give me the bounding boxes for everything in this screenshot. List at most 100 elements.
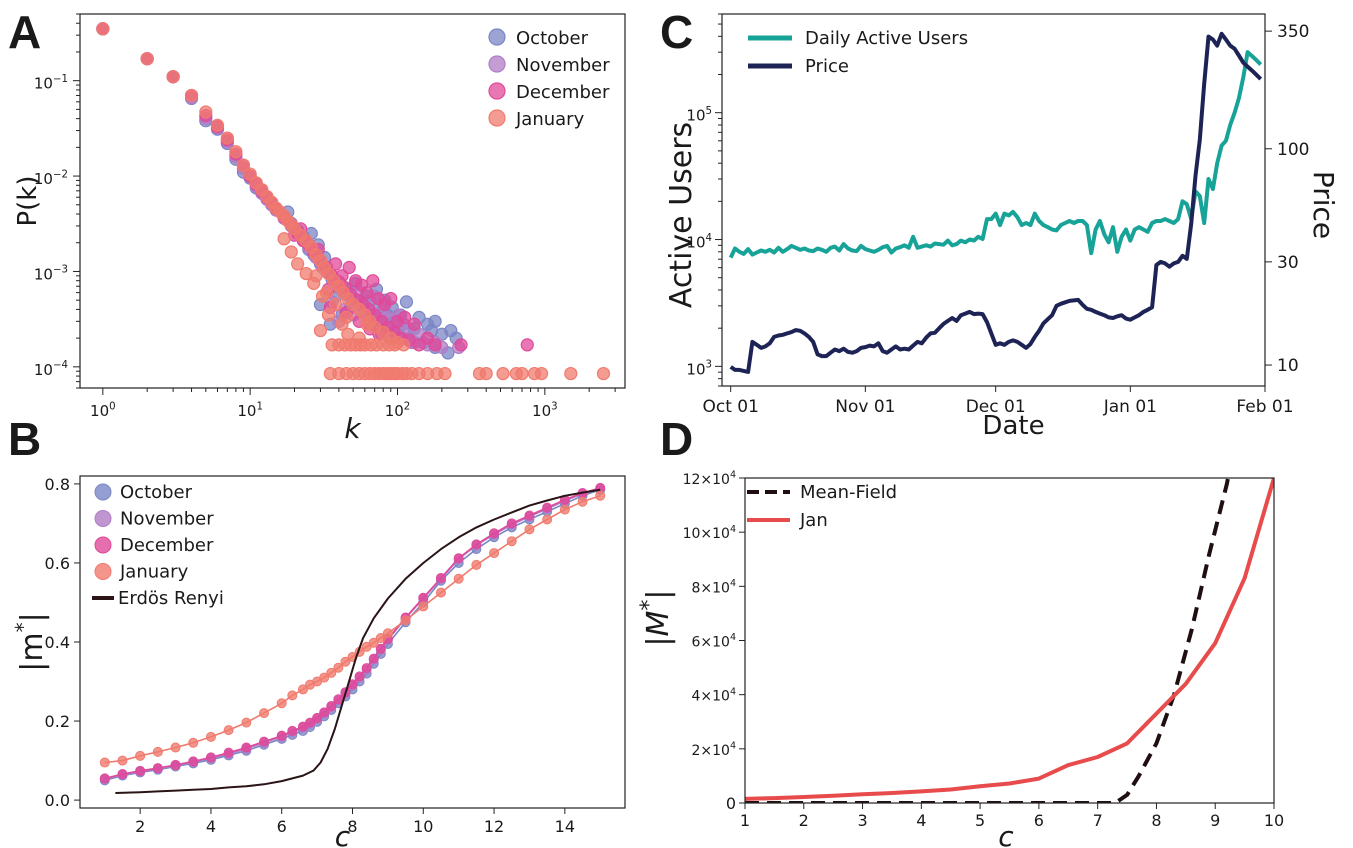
data-point: [479, 366, 493, 381]
y-tick-label: 0.8: [45, 475, 70, 494]
data-point: [453, 573, 464, 584]
y2-axis-label: Price: [1307, 171, 1340, 239]
data-point: [375, 633, 386, 644]
data-point: [354, 671, 365, 682]
data-point: [454, 338, 468, 352]
legend-marker: [94, 483, 112, 501]
data-point: [326, 667, 337, 678]
data-point: [152, 746, 163, 757]
y-axis-label: Active Users: [664, 122, 699, 308]
data-point: [524, 510, 535, 521]
data-point: [135, 750, 146, 761]
panel-c-users-and-price: Oct 01 Nov 01 Dec 01 Jan 01 Feb 01 103 104 105 1…: [664, 13, 1340, 441]
data-point: [312, 712, 323, 723]
y-tick-label: 12×104: [683, 470, 736, 488]
x-tick-label: Dec 01: [966, 397, 1026, 417]
data-point: [420, 331, 435, 345]
data-point: [309, 269, 323, 283]
panel-b-magnetization: 2 4 6 8 10 12 14 0.0 0.2 0.4 0.6 0.8 c |m*| October Nov…: [11, 475, 626, 848]
data-point: [418, 601, 429, 612]
data-point: [297, 684, 308, 695]
data-point: [352, 331, 366, 345]
y-tick-label: 4×104: [691, 686, 736, 704]
data-point: [435, 587, 446, 598]
y-tick-label: 0.0: [45, 791, 70, 810]
y-tick-label: 10−2: [34, 169, 68, 188]
y-tick-label: 10×104: [683, 524, 736, 542]
series-line: [104, 489, 601, 782]
x-axis-label: c: [335, 820, 351, 848]
legend-marker: [488, 28, 506, 46]
data-point: [444, 323, 458, 338]
data-point: [96, 22, 110, 36]
x-axis-label: c: [998, 820, 1014, 848]
legend-label: Mean-Field: [800, 482, 897, 503]
x-tick-label: 3: [857, 811, 867, 830]
y-tick-label: 0.4: [45, 633, 70, 652]
x-tick-label: 8: [1151, 811, 1161, 830]
panel-a-degree-distribution: 100 101 102 103 10−4 10−3 10−2 10−1 k P(k) October…: [13, 13, 626, 445]
x-axis-label: k: [344, 412, 362, 445]
legend-label: January: [119, 562, 189, 583]
data-point: [398, 310, 412, 324]
legend-label: November: [120, 509, 214, 530]
data-point: [453, 553, 464, 564]
data-point: [223, 747, 234, 758]
data-point: [276, 730, 287, 741]
y-tick-label: 0.2: [45, 712, 70, 731]
data-point: [341, 327, 355, 341]
data-point: [205, 731, 216, 742]
data-point: [259, 708, 270, 719]
data-point: [342, 260, 356, 275]
data-point: [319, 286, 334, 300]
x-tick-label: 1: [740, 811, 750, 830]
data-point: [291, 257, 305, 271]
data-point: [559, 504, 570, 515]
data-point: [328, 297, 343, 312]
y-tick-label: 105: [686, 106, 712, 125]
data-point: [305, 717, 316, 728]
data-point: [326, 701, 337, 712]
data-point: [319, 672, 330, 683]
data-point: [284, 245, 298, 259]
y-axis-label: |m*|: [11, 612, 50, 671]
data-point: [277, 232, 291, 246]
legend-label: December: [516, 82, 610, 103]
data-point: [506, 536, 517, 547]
plot-frame: [721, 13, 1266, 387]
x-tick-label: 10: [413, 817, 433, 836]
data-point: [339, 310, 354, 324]
data-point: [515, 366, 529, 381]
data-point: [229, 145, 243, 159]
x-tick-label: 4: [206, 817, 216, 836]
plot-frame: [744, 477, 1275, 804]
legend-label: Price: [805, 56, 849, 77]
data-point: [361, 663, 372, 674]
series-line: [729, 31, 1263, 374]
data-point: [241, 742, 252, 753]
data-point: [117, 769, 128, 780]
x-tick-label: 2: [135, 817, 145, 836]
data-point: [366, 274, 380, 288]
data-point: [99, 757, 110, 768]
x-tick-label: 9: [1210, 811, 1220, 830]
data-point: [276, 698, 287, 709]
data-point: [396, 338, 411, 352]
x-tick-label: Feb 01: [1236, 397, 1293, 417]
x-tick-label: 10: [1264, 811, 1284, 830]
x-tick-label: 2: [799, 811, 809, 830]
data-point: [368, 653, 379, 664]
data-point: [170, 742, 181, 753]
data-point: [382, 628, 393, 639]
data-point: [489, 528, 500, 539]
series-line: [115, 488, 601, 794]
data-point: [564, 366, 578, 381]
data-point: [223, 725, 234, 736]
y2-tick-label: 350: [1277, 22, 1309, 42]
y-tick-label: 0.6: [45, 554, 70, 573]
data-point: [319, 707, 330, 718]
data-point: [340, 656, 351, 667]
y-tick-label: 10−1: [34, 74, 68, 93]
legend-marker: [488, 55, 506, 73]
